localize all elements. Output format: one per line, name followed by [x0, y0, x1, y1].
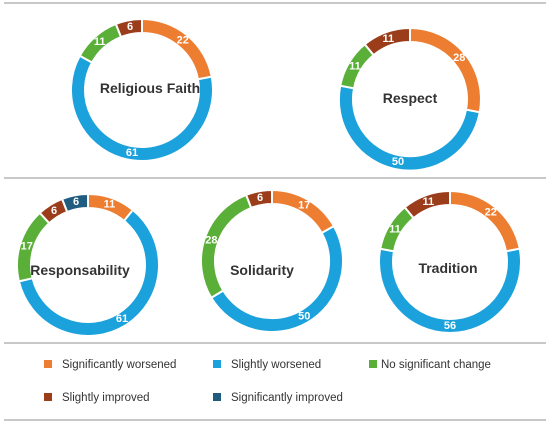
slice-value-label: 28 — [453, 52, 465, 64]
slice-value-label: 22 — [485, 207, 497, 219]
slice-value-label: 11 — [349, 60, 361, 72]
donut-religious-faith: 22 61 11 6 Religious Faith — [70, 17, 214, 163]
slice-slightly-improved — [244, 188, 273, 210]
slice-value-label: 6 — [257, 192, 263, 204]
slice-value-label: 61 — [116, 313, 128, 325]
donut-respect: 28 50 11 11 Respect — [337, 26, 482, 172]
slice-value-label: 22 — [177, 35, 189, 47]
legend-item-significantly-worsened: Significantly worsened — [44, 359, 176, 371]
slice-value-label: 11 — [422, 196, 434, 208]
legend-label-slightly-worsened: Slightly worsened — [231, 359, 321, 371]
legend: Significantly worsened Slightly worsened… — [44, 359, 491, 404]
legend-label-significantly-worsened: Significantly worsened — [62, 359, 176, 371]
slice-value-label: 50 — [392, 156, 404, 168]
slice-significantly-worsened — [449, 189, 521, 253]
slice-value-label: 50 — [298, 310, 310, 322]
slice-slightly-improved — [363, 26, 411, 57]
slice-slightly-improved — [403, 189, 451, 220]
legend-label-slightly-improved: Slightly improved — [62, 392, 150, 404]
slice-value-label: 17 — [21, 240, 33, 252]
chart-title: Responsability — [30, 262, 130, 278]
chart-title: Respect — [383, 90, 438, 106]
slice-value-label: 17 — [298, 200, 310, 212]
slice-value-label: 11 — [389, 223, 401, 235]
slice-value-label: 11 — [104, 199, 116, 211]
legend-item-slightly-improved: Slightly improved — [44, 392, 150, 404]
legend-label-significantly-improved: Significantly improved — [231, 392, 343, 404]
donut-responsability: 11 61 17 6 6 Responsability — [16, 192, 160, 337]
slice-slightly-improved — [114, 17, 143, 39]
slice-value-label: 61 — [126, 147, 138, 159]
slice-value-label: 6 — [73, 196, 79, 208]
legend-item-no-significant-change: No significant change — [369, 359, 491, 371]
legend-label-no-significant-change: No significant change — [381, 359, 491, 371]
slice-significantly-improved — [60, 192, 89, 214]
slice-value-label: 6 — [51, 205, 57, 217]
legend-item-slightly-worsened: Slightly worsened — [213, 359, 321, 371]
slice-slightly-worsened — [209, 224, 344, 333]
legend-swatch-significantly-improved — [213, 393, 221, 401]
legend-item-significantly-improved: Significantly improved — [213, 392, 343, 404]
chart-title: Tradition — [418, 260, 477, 276]
slice-value-label: 28 — [205, 234, 217, 246]
slice-value-label: 11 — [94, 36, 106, 48]
legend-swatch-no-significant-change — [369, 360, 377, 368]
slice-significantly-worsened — [141, 17, 213, 81]
legend-swatch-slightly-worsened — [213, 360, 221, 368]
donut-solidarity: 17 50 28 6 Solidarity — [200, 188, 344, 333]
donut-charts: 22 61 11 6 Religious Faith 28 50 11 11 Respect 11 6… — [16, 17, 522, 337]
chart-title: Solidarity — [230, 262, 294, 278]
slice-value-label: 56 — [444, 320, 456, 332]
legend-swatch-significantly-worsened — [44, 360, 52, 368]
slice-value-label: 6 — [127, 21, 133, 33]
chart-title: Religious Faith — [100, 80, 200, 96]
legend-swatch-slightly-improved — [44, 393, 52, 401]
slice-value-label: 11 — [382, 33, 394, 45]
slice-slightly-worsened — [70, 54, 214, 163]
donut-tradition: 22 56 11 11 Tradition — [378, 189, 522, 335]
